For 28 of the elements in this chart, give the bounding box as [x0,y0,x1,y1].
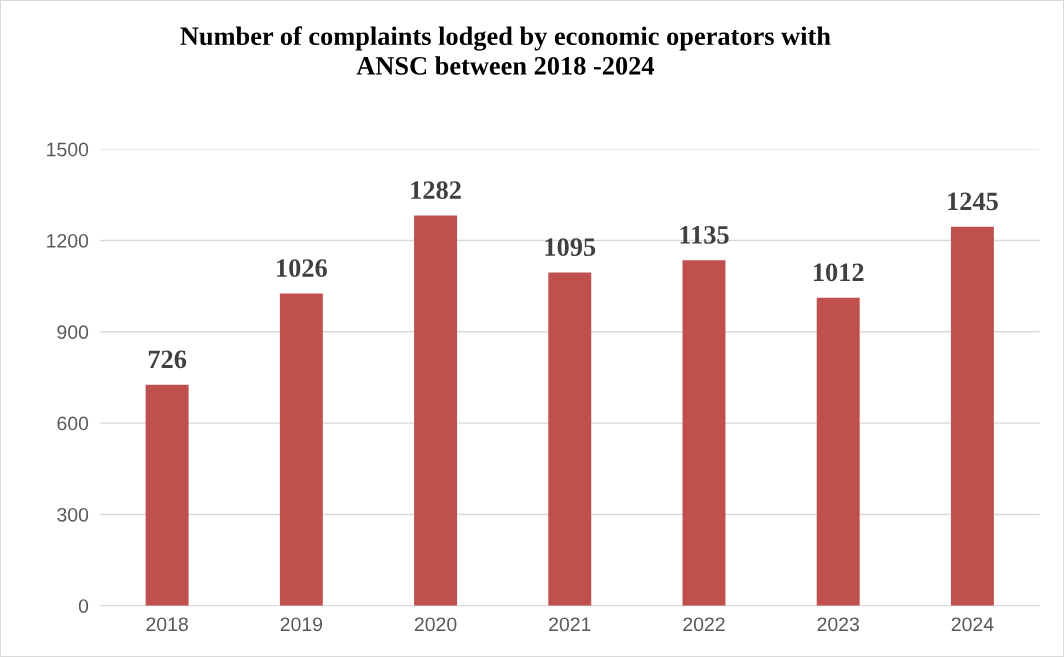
data-label: 1282 [411,181,461,200]
x-tick-label: 2022 [683,617,725,632]
chart-title: Number of complaints lodged by economic operators with ANSC between 2018 -2024 [180,26,831,75]
y-tick-label: 900 [57,325,89,340]
x-tick-label: 2018 [146,617,188,632]
y-tick-label: 1200 [47,233,89,248]
y-tick-label: 1500 [47,142,89,157]
y-tick-label: 600 [57,416,89,431]
bar [816,297,860,606]
bar [145,384,189,606]
data-label: 1026 [277,259,327,277]
x-tick-label: 2021 [549,617,591,632]
y-tick-label: 0 [78,599,89,613]
bar [950,226,994,606]
bar [414,215,458,606]
data-label: 1245 [948,192,998,211]
bar [279,293,323,606]
x-tick-label: 2020 [414,617,457,632]
bar [682,260,726,606]
data-label: 1095 [545,238,596,256]
data-label: 726 [148,350,187,369]
y-tick-label: 300 [57,507,89,522]
bar [548,272,592,606]
x-tick-label: 2019 [280,617,323,632]
data-label: 1012 [813,263,864,282]
x-tick-label: 2023 [817,617,859,632]
x-tick-label: 2024 [951,617,994,632]
data-label: 1135 [680,226,729,244]
